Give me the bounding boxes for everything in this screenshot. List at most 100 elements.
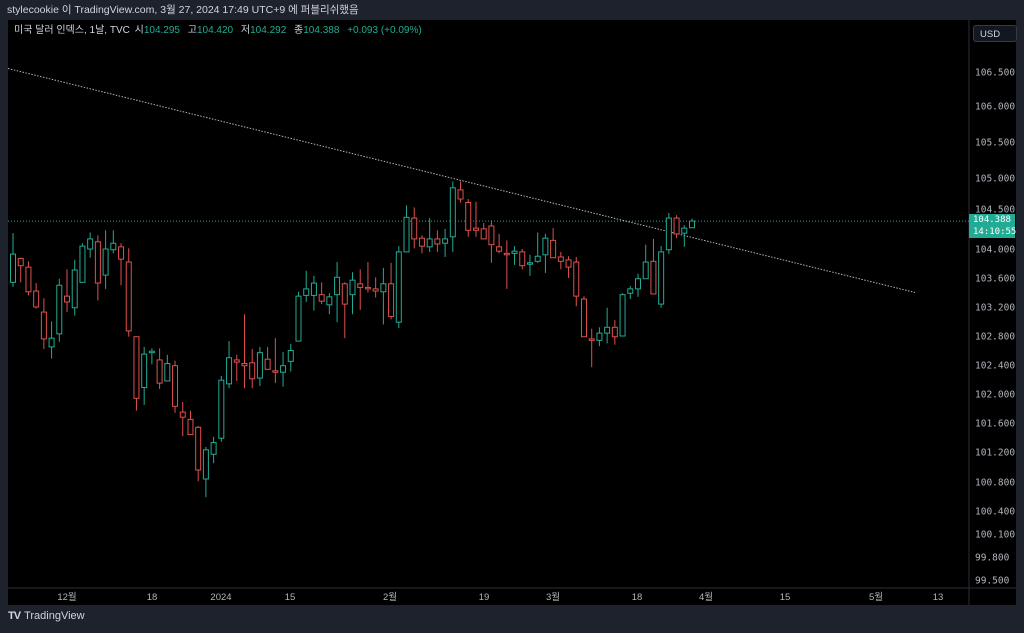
candle — [673, 215, 680, 239]
candle-body — [658, 251, 665, 305]
candle — [658, 246, 665, 308]
candle — [202, 446, 209, 498]
price-tick-label: 99.800 — [975, 553, 1010, 564]
change-value: +0.093 (+0.09%) — [347, 25, 422, 36]
candle — [604, 307, 611, 344]
candle — [488, 220, 495, 263]
price-tick-label: 106.000 — [975, 102, 1015, 113]
time-tick-label: 5월 — [869, 591, 883, 603]
candle — [79, 243, 86, 283]
open-value: 104.295 — [143, 25, 180, 36]
candle — [156, 348, 163, 389]
symbol-name: 미국 달러 인덱스, 1날, TVC — [14, 25, 130, 36]
candle — [141, 346, 148, 405]
candle-body — [164, 363, 171, 382]
candle — [318, 282, 325, 305]
candle — [226, 341, 233, 389]
candle — [418, 235, 425, 254]
candle — [442, 228, 449, 257]
candle — [287, 343, 294, 372]
candle-body — [395, 251, 402, 323]
candle — [125, 248, 132, 337]
time-tick-label: 18 — [632, 592, 643, 603]
candle — [503, 240, 510, 289]
time-tick-label: 2024 — [210, 592, 231, 603]
candle-body — [619, 294, 626, 337]
candle — [102, 230, 109, 289]
candle-body — [681, 227, 688, 234]
candle-body — [249, 362, 256, 380]
chart-pane[interactable] — [8, 20, 1016, 605]
candle — [71, 259, 78, 316]
candle — [256, 346, 263, 387]
candle-body — [156, 359, 163, 384]
candle-body — [256, 352, 263, 379]
candle-body — [287, 350, 294, 362]
candle-body — [372, 288, 379, 292]
candle — [449, 181, 456, 252]
time-tick-label: 3월 — [546, 591, 560, 603]
candle-body — [442, 238, 449, 244]
candle-body — [334, 276, 341, 296]
candle — [33, 283, 40, 309]
candle — [148, 348, 155, 365]
currency-button[interactable]: USD — [973, 25, 1017, 42]
price-tick-label: 101.600 — [975, 419, 1015, 430]
candle — [627, 285, 634, 300]
candle-body — [17, 257, 24, 267]
time-tick-label: 19 — [479, 592, 490, 603]
price-tick-label: 102.000 — [975, 390, 1015, 401]
candle-body — [449, 187, 456, 238]
candle-body — [71, 269, 78, 309]
high-label: 고 — [187, 25, 197, 36]
publish-info-bar: stylecookie 이 TradingView.com, 3월 27, 20… — [0, 0, 1024, 20]
time-tick-label: 4월 — [699, 591, 713, 603]
candle — [233, 354, 240, 381]
candle-body — [310, 282, 317, 296]
candle — [295, 291, 302, 342]
candle — [195, 425, 202, 482]
low-label: 저 — [240, 25, 251, 36]
candle — [357, 269, 364, 310]
candle-body — [218, 379, 225, 439]
candle-body — [519, 251, 526, 267]
price-tick-label: 104.000 — [975, 245, 1015, 256]
price-tick-label: 99.500 — [975, 576, 1010, 587]
candle-body — [233, 359, 240, 363]
candle — [310, 275, 317, 311]
footer-brand[interactable]: TV TradingView — [8, 610, 85, 622]
price-tick-label: 106.500 — [975, 68, 1015, 79]
candle-body — [604, 326, 611, 334]
candle — [496, 233, 503, 254]
candle — [172, 360, 179, 413]
candle-body — [627, 288, 634, 294]
candle — [519, 249, 526, 270]
candle-body — [426, 238, 433, 248]
open-label: 시 — [134, 25, 144, 36]
candle-body — [210, 442, 217, 455]
candle — [526, 254, 533, 276]
time-tick-label: 15 — [780, 592, 791, 603]
candle — [349, 272, 356, 315]
candle-body — [380, 283, 387, 293]
candle-body — [588, 338, 595, 341]
candle — [642, 244, 649, 280]
candle — [10, 233, 16, 287]
candle — [133, 336, 140, 411]
candle — [565, 256, 572, 278]
candle-body — [580, 298, 587, 338]
candle-body — [94, 241, 101, 284]
candle-body — [25, 266, 32, 293]
candle — [681, 225, 688, 247]
candle-body — [480, 228, 487, 240]
candle — [110, 230, 117, 254]
candle-body — [573, 261, 580, 297]
candle — [426, 218, 433, 252]
price-tick-label: 102.400 — [975, 361, 1015, 372]
brand-name: TradingView — [24, 610, 85, 622]
candle-body — [557, 256, 564, 262]
candle-body — [133, 336, 140, 399]
candle — [364, 262, 371, 293]
candle — [457, 181, 464, 203]
